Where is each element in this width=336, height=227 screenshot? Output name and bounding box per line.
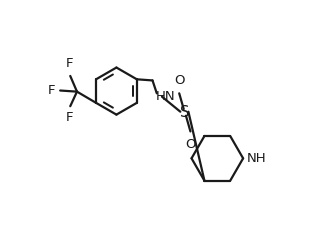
Text: S: S [180, 105, 190, 120]
Text: HN: HN [156, 90, 175, 103]
Text: F: F [48, 84, 55, 97]
Text: F: F [66, 57, 73, 70]
Text: NH: NH [247, 152, 266, 165]
Text: O: O [185, 138, 196, 151]
Text: O: O [174, 74, 184, 87]
Text: F: F [66, 111, 73, 124]
